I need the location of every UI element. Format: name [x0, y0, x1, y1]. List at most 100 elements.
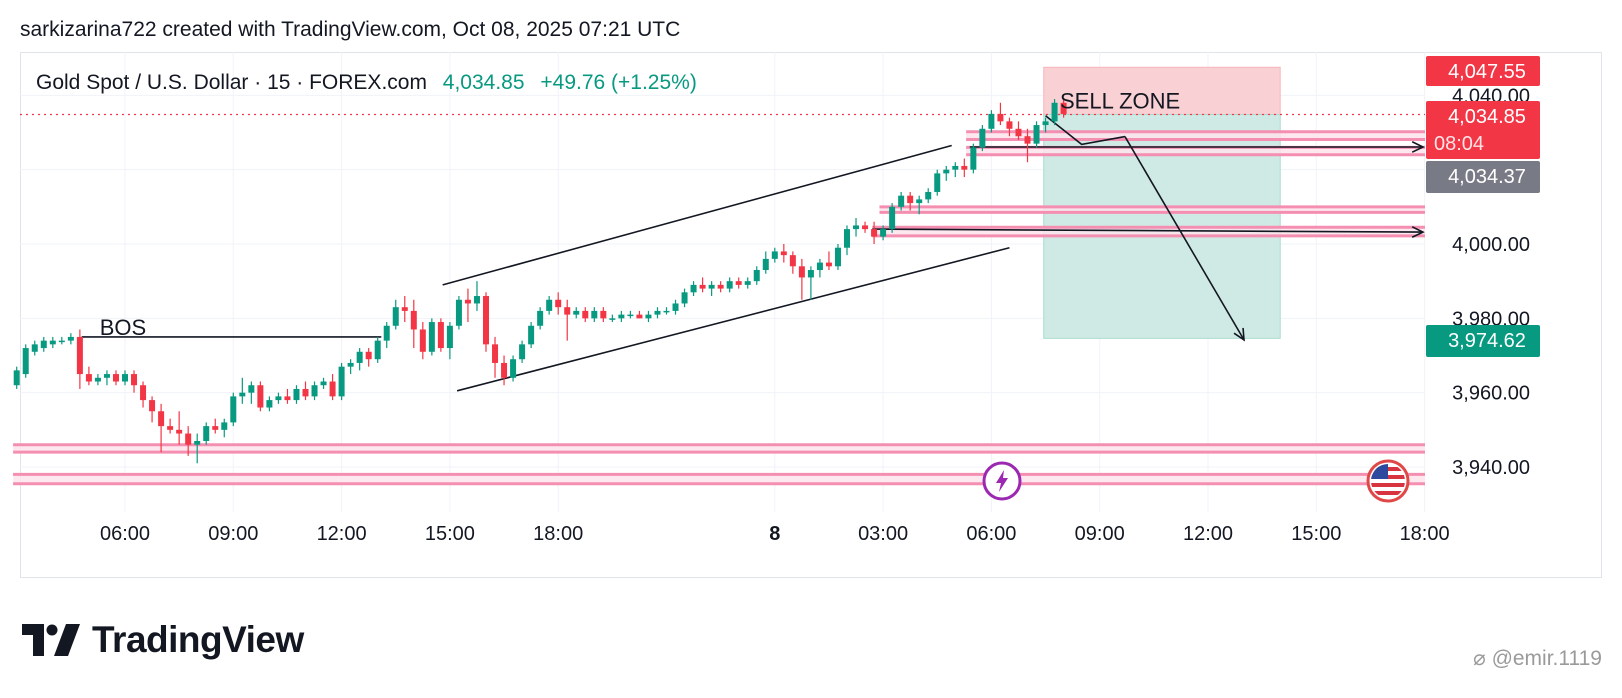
candle-body	[40, 340, 47, 349]
x-tick-label: 09:00	[1075, 523, 1125, 545]
candle-body	[636, 314, 643, 319]
candle-body	[916, 199, 923, 204]
annotation-label: SELL ZONE	[1060, 88, 1180, 113]
channel-upper-line	[442, 144, 952, 286]
candle-body	[437, 322, 444, 349]
lightning-icon[interactable]	[982, 461, 1022, 501]
annotation-label: BOS	[100, 315, 146, 340]
x-tick-label: 06:00	[966, 523, 1016, 545]
candle-body	[862, 225, 869, 230]
candle-body	[546, 299, 553, 311]
candle-body	[528, 325, 535, 345]
symbol-legend: Gold Spot / U.S. Dollar · 15 · FOREX.com…	[36, 71, 697, 95]
candle-body	[302, 388, 309, 397]
candle-body	[76, 336, 83, 375]
candle-body	[925, 191, 932, 200]
candle-body	[49, 340, 56, 345]
author-watermark: ⌀ @emir.1119	[1473, 646, 1602, 671]
price-tag-value: 4,034.37	[1448, 166, 1526, 188]
candle-body	[1042, 121, 1049, 126]
candle-body	[401, 307, 408, 311]
candle-body	[979, 128, 986, 148]
candle-body	[58, 340, 65, 343]
candle-body	[194, 440, 201, 445]
candle-body	[374, 340, 381, 360]
zone-arrow-lower	[872, 228, 1424, 233]
chart-credit: sarkizarina722 created with TradingView.…	[20, 18, 681, 41]
candle-body	[464, 299, 471, 304]
x-tick-label: 12:00	[317, 523, 367, 545]
candle-body	[1060, 102, 1067, 114]
chart-frame[interactable]	[20, 52, 1602, 578]
x-tick-label: 12:00	[1183, 523, 1233, 545]
y-tick-label: 3,960.00	[1452, 383, 1530, 405]
price-tag-countdown: 08:04	[1434, 133, 1484, 155]
candle-body	[483, 296, 489, 345]
us-flag-icon[interactable]	[1366, 459, 1410, 503]
channel-lower-line	[456, 246, 1010, 392]
candle-body	[780, 251, 787, 256]
candle-body	[600, 310, 607, 319]
price-tag-value: 4,034.85	[1448, 106, 1526, 128]
price-tag: 4,034.85 08:04	[1426, 101, 1540, 159]
candle-body	[293, 388, 300, 401]
projection-arrow	[1124, 136, 1245, 341]
candle-body	[428, 322, 435, 352]
candle-body	[320, 381, 327, 386]
candle-body	[762, 258, 769, 271]
brand-name: TradingView	[92, 619, 304, 660]
candle-body	[1006, 121, 1013, 129]
candle-body	[356, 351, 363, 363]
price-tag-bg	[1426, 56, 1540, 86]
legend-symbol: Gold Spot / U.S. Dollar · 15 · FOREX.com	[36, 71, 427, 94]
candle-body	[176, 429, 183, 434]
candle-body	[934, 173, 941, 192]
candle-body	[239, 392, 246, 397]
candle-body	[275, 396, 282, 401]
icons-layer	[982, 459, 1410, 503]
candle-body	[573, 310, 580, 315]
x-tick-label: 09:00	[208, 523, 258, 545]
candle-body	[230, 396, 237, 423]
price-axis-layer: 4,040.004,000.003,980.003,960.003,940.00	[1452, 85, 1530, 479]
candle-body	[31, 344, 38, 352]
candle-body	[492, 344, 499, 363]
tradingview-logo[interactable]: TradingView	[22, 619, 304, 660]
candle-body	[816, 262, 823, 271]
candle-body	[203, 426, 210, 441]
candle-body	[753, 270, 760, 282]
candle-body	[248, 385, 255, 393]
candle-body	[1051, 102, 1058, 122]
zone-band	[872, 227, 1425, 236]
x-tick-label: 18:00	[533, 523, 583, 545]
candle-body	[185, 433, 192, 445]
y-tick-label: 3,980.00	[1452, 308, 1530, 330]
candle-body	[889, 206, 896, 230]
projection-arrow-head	[1233, 327, 1245, 342]
candle-body	[537, 310, 544, 326]
candle-body	[645, 314, 652, 319]
candle-body	[582, 310, 589, 319]
candle-body	[167, 426, 174, 430]
candle-body	[744, 281, 751, 285]
candle-body	[807, 270, 814, 278]
candle-body	[473, 296, 480, 304]
zone-band	[879, 206, 1425, 213]
candle-body	[13, 370, 20, 386]
x-tick-label: 8	[769, 523, 780, 545]
candle-body	[1024, 136, 1031, 144]
candle-body	[672, 303, 679, 311]
annotation-labels-layer: BOS SELL ZONE	[100, 88, 1180, 340]
candle-body	[392, 307, 399, 326]
candle-body	[419, 329, 426, 352]
x-tick-label: 03:00	[858, 523, 908, 545]
zone-band	[966, 131, 1425, 140]
price-tag: 3,974.62	[1426, 325, 1540, 357]
candle-body	[834, 247, 841, 267]
candle-body	[112, 374, 119, 382]
candle-body	[627, 314, 634, 317]
zones-layer	[13, 130, 1426, 486]
candle-body	[365, 351, 372, 360]
candle-body	[825, 262, 832, 267]
